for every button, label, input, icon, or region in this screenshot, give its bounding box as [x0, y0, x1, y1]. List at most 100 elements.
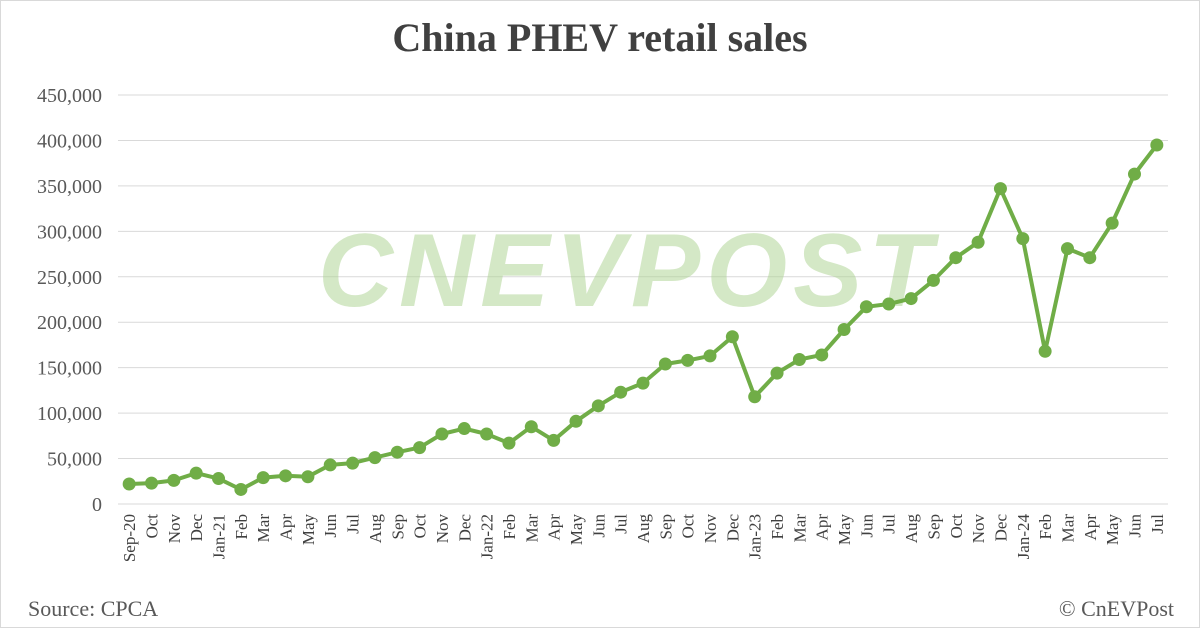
x-tick-label: May: [1103, 514, 1122, 546]
x-tick-label: Apr: [1081, 514, 1100, 541]
x-axis-ticks: Sep-20 Oct Nov Dec Jan-21 Feb Mar Apr May Jun Jul A…: [120, 514, 1167, 563]
data-point: [234, 482, 248, 496]
source-note: Source: CPCA: [28, 596, 159, 621]
x-tick-label: Jun: [857, 514, 876, 538]
data-point: [1038, 344, 1052, 358]
data-point: [480, 427, 494, 441]
data-point: [971, 235, 985, 249]
x-tick-label: Oct: [411, 514, 430, 539]
data-point: [256, 471, 270, 485]
x-tick-label: Mar: [254, 514, 273, 543]
x-tick-label: Nov: [165, 514, 184, 544]
data-point: [748, 390, 762, 404]
y-tick-label: 150,000: [37, 358, 102, 380]
data-point: [547, 433, 561, 447]
x-tick-label: Jan-22: [478, 514, 497, 559]
copyright-note: © CnEVPost: [1058, 596, 1174, 621]
x-tick-label: Mar: [1058, 514, 1077, 543]
x-tick-label: Oct: [679, 514, 698, 539]
data-point: [502, 436, 516, 450]
data-point: [457, 422, 471, 436]
x-tick-label: Sep-20: [120, 514, 139, 562]
data-point: [323, 458, 337, 472]
x-tick-label: May: [299, 514, 318, 546]
x-tick-label: Jul: [1148, 514, 1167, 534]
y-tick-label: 50,000: [47, 449, 102, 471]
data-point: [1105, 216, 1119, 230]
x-tick-label: Dec: [455, 514, 474, 542]
x-tick-label: Jul: [880, 514, 899, 534]
x-tick-label: Jun: [1125, 514, 1144, 538]
data-point: [435, 427, 449, 441]
x-tick-label: Apr: [813, 514, 832, 541]
x-tick-label: Jan-24: [1014, 514, 1033, 560]
data-point: [837, 322, 851, 336]
data-point: [904, 292, 918, 306]
x-tick-label: Sep: [924, 514, 943, 540]
data-point: [145, 476, 159, 490]
x-tick-label: Feb: [232, 514, 251, 540]
x-tick-label: May: [835, 514, 854, 546]
data-point: [167, 473, 181, 487]
data-point: [524, 420, 538, 434]
data-point: [681, 353, 695, 367]
x-tick-label: Jan-21: [210, 514, 229, 559]
y-tick-label: 250,000: [37, 267, 102, 289]
x-tick-label: Sep: [388, 514, 407, 540]
data-point: [279, 469, 293, 483]
data-point: [1060, 242, 1074, 256]
data-point: [1127, 167, 1141, 181]
data-point: [770, 366, 784, 380]
x-tick-label: May: [567, 514, 586, 546]
data-point: [301, 470, 315, 484]
data-point: [1150, 138, 1164, 152]
data-point: [926, 273, 940, 287]
data-point: [993, 182, 1007, 196]
x-tick-label: Dec: [187, 514, 206, 542]
x-tick-label: Feb: [1036, 514, 1055, 540]
data-point: [792, 352, 806, 366]
data-point: [703, 349, 717, 363]
y-tick-label: 350,000: [37, 176, 102, 198]
data-point: [658, 357, 672, 371]
x-tick-label: Nov: [433, 514, 452, 544]
x-tick-label: Nov: [969, 514, 988, 544]
data-point: [212, 472, 226, 486]
data-point: [390, 445, 404, 459]
x-tick-label: Mar: [522, 514, 541, 543]
data-point: [346, 456, 360, 470]
data-point: [636, 376, 650, 390]
data-point: [413, 441, 427, 455]
x-tick-label: Mar: [790, 514, 809, 543]
data-point: [882, 297, 896, 311]
x-tick-label: Aug: [902, 514, 921, 544]
y-axis-ticks: 0 50,000 100,000 150,000 200,000 250,000 300,0…: [37, 85, 102, 516]
data-point: [1083, 251, 1097, 265]
x-tick-label: Oct: [947, 514, 966, 539]
x-tick-label: Aug: [366, 514, 385, 544]
chart-title: China PHEV retail sales: [392, 15, 808, 60]
data-point: [1016, 232, 1030, 246]
x-tick-label: Feb: [768, 514, 787, 540]
x-tick-label: Jul: [344, 514, 363, 534]
grid-lines: [118, 94, 1168, 505]
data-point: [725, 330, 739, 344]
x-tick-label: Nov: [701, 514, 720, 544]
x-tick-label: Sep: [656, 514, 675, 540]
data-point: [949, 251, 963, 265]
x-tick-label: Apr: [545, 514, 564, 541]
x-tick-label: Dec: [991, 514, 1010, 542]
data-point: [189, 466, 203, 480]
data-points: [122, 138, 1164, 496]
y-tick-label: 300,000: [37, 221, 102, 243]
y-tick-label: 0: [92, 494, 102, 516]
x-tick-label: Jul: [612, 514, 631, 534]
x-tick-label: Jun: [589, 514, 608, 538]
data-point: [859, 300, 873, 314]
x-tick-label: Feb: [500, 514, 519, 540]
y-tick-label: 400,000: [37, 130, 102, 152]
x-tick-label: Jun: [321, 514, 340, 538]
data-point: [591, 399, 605, 413]
data-point: [122, 477, 136, 491]
